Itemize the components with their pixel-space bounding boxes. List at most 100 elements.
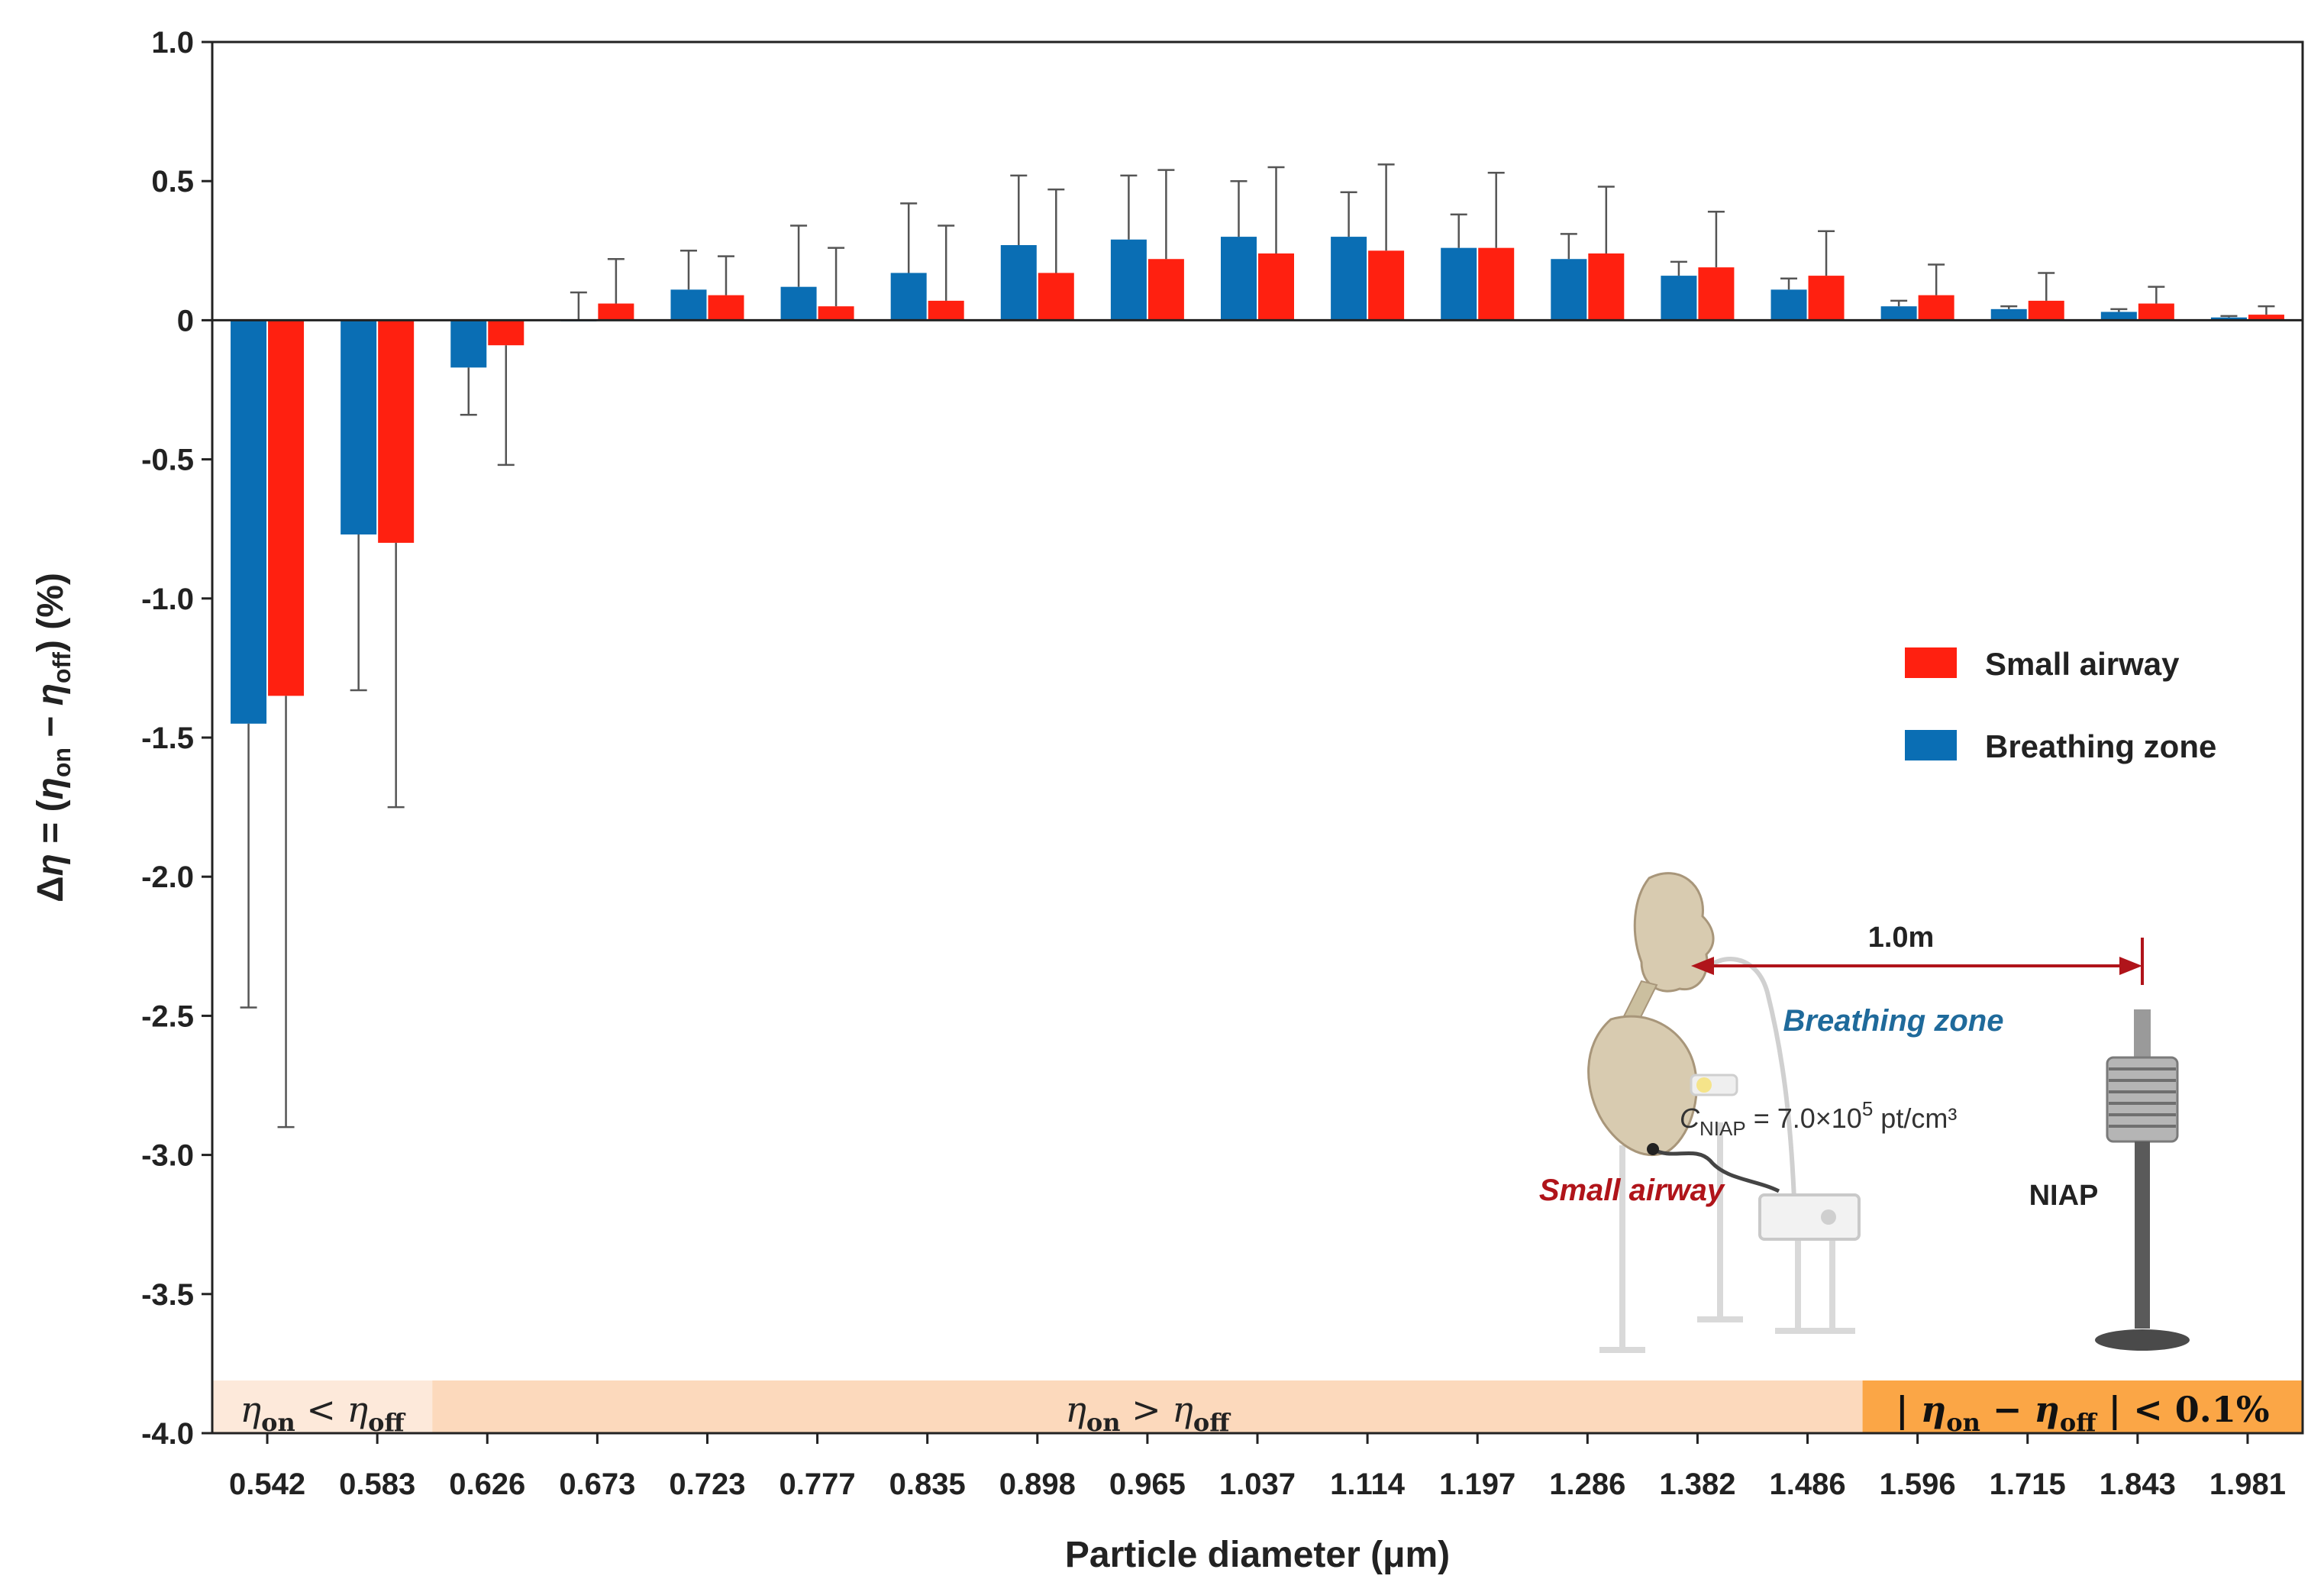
error-bar-breathing-zone-16 — [2000, 305, 2018, 309]
error-bar-small-airway-15 — [1928, 263, 1945, 295]
y-tick-label-8: -3.0 — [141, 1139, 194, 1173]
error-bar-breathing-zone-9 — [1230, 179, 1248, 237]
ylabel-open: = ( — [31, 799, 71, 854]
error-bar-small-airway-12 — [1597, 186, 1615, 253]
x-tick-label-11: 1.197 — [1439, 1468, 1515, 1501]
bar-breathing-zone-0 — [231, 320, 267, 724]
bar-small-airway-10 — [1368, 250, 1405, 321]
error-bar-breathing-zone-17 — [2110, 308, 2128, 312]
error-bar-breathing-zone-10 — [1340, 191, 1357, 237]
error-bar-breathing-zone-15 — [1890, 299, 1908, 307]
sensor-light-icon — [1696, 1077, 1712, 1093]
bar-breathing-zone-2 — [450, 320, 487, 368]
legend-label-small-airway: Small airway — [1985, 646, 2180, 682]
x-tick-label-15: 1.596 — [1880, 1468, 1956, 1501]
y-axis-ticks: 1.0 0.5 0 -0.5 -1.0 -1.5 -2.0 -2.5 -3.0 -3.5 -4.0 — [141, 26, 212, 1451]
y-tick-label-4: -1.0 — [141, 583, 194, 616]
y-tick-label-10: -4.0 — [141, 1417, 194, 1451]
x-tick-label-17: 1.843 — [2100, 1468, 2176, 1501]
error-bar-breathing-zone-6 — [900, 202, 918, 273]
x-tick-label-1: 0.583 — [339, 1468, 415, 1501]
bar-breathing-zone-4 — [670, 289, 707, 321]
bar-breathing-zone-12 — [1551, 259, 1587, 321]
x-tick-label-12: 1.286 — [1549, 1468, 1625, 1501]
bar-small-airway-3 — [598, 303, 634, 321]
band-1 — [432, 1380, 1863, 1433]
bar-small-airway-12 — [1588, 253, 1625, 321]
ylabel-eta-on: η — [31, 777, 71, 799]
x-tick-label-16: 1.715 — [1990, 1468, 2066, 1501]
bar-small-airway-0 — [268, 320, 305, 696]
niap-device-icon — [2095, 1009, 2190, 1351]
x-tick-label-2: 0.626 — [449, 1468, 525, 1501]
ylabel-sub-on: on — [48, 748, 76, 777]
y-tick-label-2: 0 — [177, 304, 194, 337]
band-0 — [212, 1380, 433, 1433]
legend: Small airway Breathing zone — [1905, 646, 2216, 764]
bar-small-airway-7 — [1038, 273, 1074, 321]
error-bar-small-airway-16 — [2038, 272, 2055, 301]
lungs-icon — [1587, 1015, 1698, 1157]
error-bar-breathing-zone-8 — [1120, 174, 1138, 240]
x-axis-title: Particle diameter (μm) — [1065, 1535, 1450, 1575]
band-label-0: ηon < ηoff — [240, 1389, 406, 1437]
bar-breathing-zone-9 — [1221, 237, 1257, 321]
band-2 — [1862, 1380, 2303, 1433]
bar-breathing-zone-14 — [1770, 289, 1807, 321]
x-axis-ticks: 0.542 0.583 0.626 0.673 0.723 0.777 0.835 0.898… — [229, 1433, 2286, 1501]
y-axis-title: Δη = (ηon − ηoff) (%) — [31, 573, 76, 903]
error-bar-breathing-zone-1 — [350, 534, 367, 692]
small-airway-label: Small airway — [1539, 1174, 1725, 1207]
error-bar-small-airway-17 — [2148, 286, 2165, 304]
x-tick-label-18: 1.981 — [2209, 1468, 2286, 1501]
bar-breathing-zone-18 — [2210, 317, 2247, 321]
error-bar-small-airway-6 — [938, 224, 955, 301]
legend-label-breathing-zone: Breathing zone — [1985, 728, 2216, 764]
error-bar-breathing-zone-13 — [1670, 260, 1687, 276]
error-bar-small-airway-11 — [1487, 172, 1505, 248]
distance-label: 1.0m — [1868, 922, 1935, 954]
error-bar-breathing-zone-18 — [2220, 315, 2238, 318]
legend-swatch-breathing-zone — [1905, 730, 1957, 760]
bar-breathing-zone-15 — [1880, 306, 1917, 321]
bar-small-airway-8 — [1147, 259, 1184, 321]
bar-small-airway-14 — [1808, 276, 1845, 321]
error-bar-small-airway-9 — [1267, 166, 1285, 253]
bar-small-airway-1 — [378, 320, 415, 543]
x-tick-label-10: 1.114 — [1330, 1468, 1406, 1501]
arrow-head-right-icon — [2119, 957, 2142, 975]
error-bar-breathing-zone-2 — [460, 367, 477, 416]
x-tick-label-8: 0.965 — [1109, 1468, 1186, 1501]
instrument-knob-icon — [1821, 1209, 1836, 1225]
bar-small-airway-16 — [2028, 300, 2064, 321]
stand-icons — [1599, 1122, 1855, 1353]
bar-breathing-zone-11 — [1441, 247, 1477, 321]
ylabel-delta: Δ — [31, 876, 71, 903]
instrument-box-icon — [1758, 1193, 1861, 1241]
error-bars — [240, 163, 2275, 1129]
x-tick-label-0: 0.542 — [229, 1468, 305, 1501]
bar-breathing-zone-6 — [890, 273, 927, 321]
error-bar-small-airway-7 — [1047, 188, 1065, 273]
error-bar-small-airway-4 — [717, 255, 734, 295]
ylabel-close: ) (%) — [31, 573, 71, 652]
y-tick-label-9: -3.5 — [141, 1278, 194, 1312]
concentration-label: CNIAP = 7.0×105 pt/cm³ — [1680, 1097, 1957, 1140]
bar-small-airway-6 — [928, 300, 964, 321]
y-tick-label-5: -1.5 — [141, 722, 194, 755]
error-bar-small-airway-3 — [607, 257, 625, 304]
legend-swatch-small-airway — [1905, 647, 1957, 678]
error-bar-small-airway-8 — [1157, 169, 1175, 260]
bar-small-airway-4 — [708, 295, 744, 321]
niap-label: NIAP — [2029, 1180, 2099, 1212]
band-label-1: ηon > ηoff — [1065, 1389, 1231, 1437]
x-tick-label-13: 1.382 — [1659, 1468, 1735, 1501]
bar-small-airway-13 — [1698, 267, 1735, 321]
error-bar-breathing-zone-14 — [1780, 277, 1798, 290]
bar-small-airway-17 — [2138, 303, 2174, 321]
x-tick-label-4: 0.723 — [669, 1468, 745, 1501]
error-bar-small-airway-10 — [1377, 163, 1395, 251]
breathing-zone-label: Breathing zone — [1783, 1004, 2004, 1038]
bar-small-airway-18 — [2248, 315, 2284, 321]
